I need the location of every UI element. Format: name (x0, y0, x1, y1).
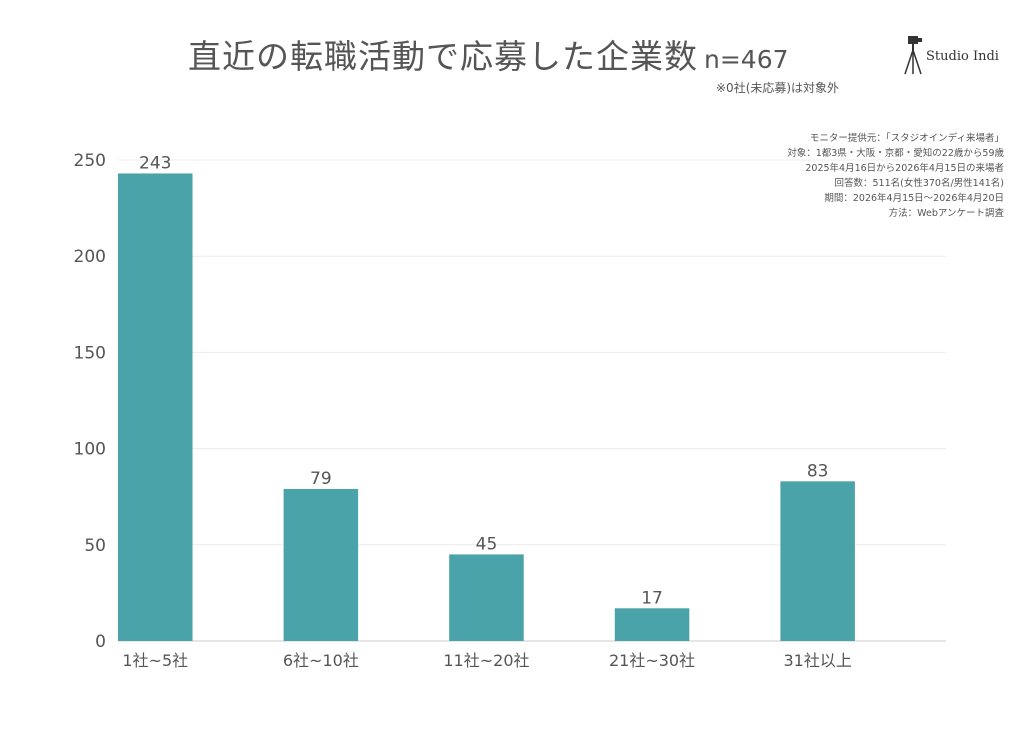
bar (449, 554, 524, 641)
data-label: 17 (641, 588, 663, 608)
y-tick-label: 100 (74, 440, 106, 460)
source-notes: モニター提供元：「スタジオインディ来場者」 対象：1都3県・大阪・京都・愛知の2… (644, 131, 1004, 221)
chart-title: 直近の転職活動で応募した企業数 (188, 37, 698, 76)
bar (118, 173, 193, 641)
chart-note: ※0社(未応募)は対象外 (716, 81, 840, 95)
y-tick-label: 250 (74, 151, 106, 171)
data-label: 45 (476, 534, 498, 554)
y-tick-label: 150 (74, 343, 106, 363)
bar (780, 481, 855, 641)
data-label: 83 (807, 461, 829, 481)
source-line: 期間：2026年4月15日〜2026年4月20日 (824, 193, 1004, 204)
x-tick-label: 1社~5社 (122, 651, 188, 670)
bar (614, 608, 690, 641)
camera-tripod-icon (904, 36, 922, 75)
x-tick-label: 6社~10社 (283, 651, 359, 670)
sample-size: n=467 (704, 45, 789, 74)
x-tick-label: 21社~30社 (609, 651, 695, 670)
data-label: 243 (139, 153, 171, 173)
y-tick-label: 0 (95, 632, 106, 652)
x-tick-label: 11社~20社 (443, 651, 529, 670)
y-tick-label: 50 (84, 536, 106, 556)
source-line: 方法：Webアンケート調査 (888, 208, 1004, 219)
chart-title-block: 直近の転職活動で応募した企業数 n=467 (188, 30, 789, 78)
source-line: モニター提供元：「スタジオインディ来場者」 (809, 133, 1004, 144)
source-line: 対象：1都3県・大阪・京都・愛知の22歳から59歳 (787, 148, 1004, 159)
source-line: 回答数：511名(女性370名/男性141名) (834, 178, 1004, 189)
data-label: 79 (310, 469, 332, 489)
logo-text: Studio Indi (926, 49, 999, 64)
y-tick-label: 200 (74, 247, 106, 267)
x-tick-label: 31社以上 (783, 651, 851, 670)
bar (283, 489, 359, 641)
source-line: 2025年4月16日から2026年4月15日の来場者 (805, 163, 1004, 174)
